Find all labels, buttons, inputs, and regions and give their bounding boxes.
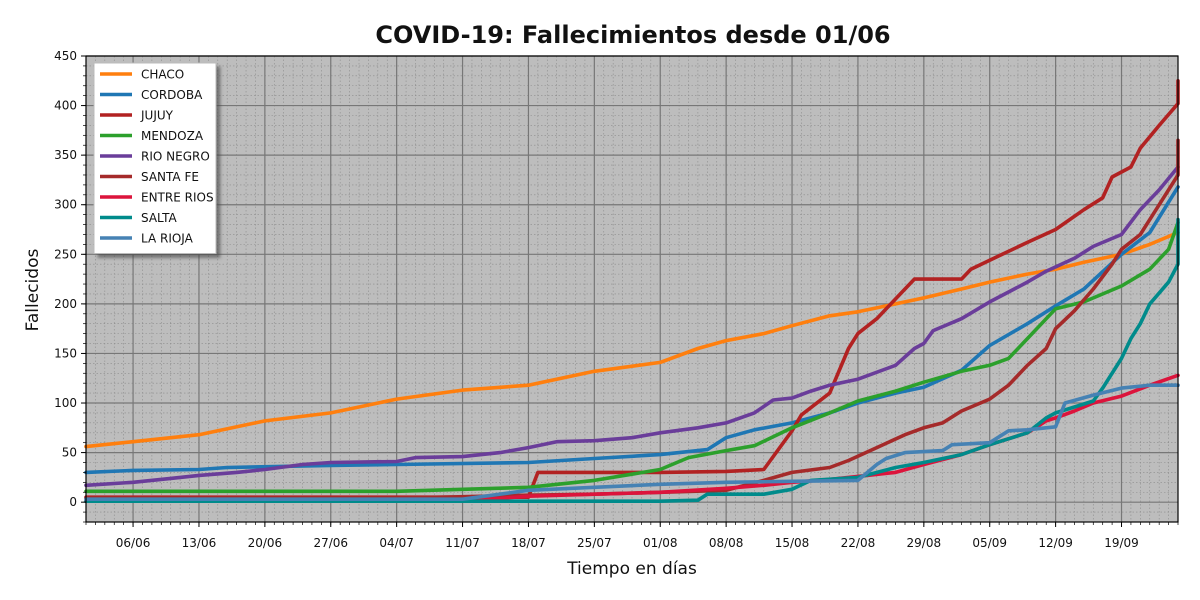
- x-tick-label: 13/06: [182, 536, 217, 550]
- x-tick-label: 29/08: [907, 536, 942, 550]
- legend-label: MENDOZA: [141, 129, 204, 143]
- series-line-mendoza: [84, 220, 1180, 494]
- legend-label: ENTRE RIOS: [141, 191, 214, 205]
- y-tick-label: 200: [54, 297, 77, 311]
- axis-ticks: 0 50 100 150 200 250 300 350 400 450 06/06 13/06 20/…: [54, 49, 1179, 550]
- series-layer: [84, 79, 1180, 504]
- y-tick-label: 300: [54, 198, 77, 212]
- x-tick-label: 05/09: [972, 536, 1007, 550]
- y-tick-label: 400: [54, 99, 77, 113]
- y-tick-label: 150: [54, 346, 77, 360]
- y-axis-label: Fallecidos: [23, 249, 43, 332]
- legend-label: SANTA FE: [141, 170, 199, 184]
- legend: CHACO CORDOBA JUJUY MENDOZA RIO NEGRO SANTA F…: [93, 62, 217, 254]
- x-tick-label: 12/09: [1038, 536, 1073, 550]
- y-tick-label: 0: [69, 495, 77, 509]
- legend-label: SALTA: [141, 211, 177, 225]
- x-axis-label: Tiempo en días: [566, 559, 697, 579]
- x-tick-label: 20/06: [248, 536, 283, 550]
- series-line-jujuy: [84, 79, 1180, 500]
- x-tick-label: 08/08: [709, 536, 744, 550]
- x-tick-label: 04/07: [379, 536, 414, 550]
- x-tick-label: 25/07: [577, 536, 612, 550]
- series-line-chaco: [84, 230, 1180, 449]
- x-tick-label: 06/06: [116, 536, 151, 550]
- series-line-salta: [84, 217, 1180, 504]
- y-tick-label: 450: [54, 49, 77, 63]
- legend-label: CORDOBA: [141, 88, 203, 102]
- series-line-cordoba: [84, 185, 1180, 475]
- legend-label: JUJUY: [140, 109, 174, 123]
- series-line-la-rioja: [84, 383, 1180, 502]
- major-grid: [86, 55, 1178, 522]
- series-line-entre-rios: [84, 373, 1180, 504]
- y-tick-label: 250: [54, 247, 77, 261]
- x-tick-label: 11/07: [445, 536, 480, 550]
- legend-label: RIO NEGRO: [141, 150, 210, 164]
- series-line-rio-negro: [84, 165, 1180, 488]
- x-tick-label: 18/07: [511, 536, 546, 550]
- y-tick-label: 350: [54, 148, 77, 162]
- x-tick-label: 15/08: [775, 536, 810, 550]
- x-tick-label: 01/08: [643, 536, 678, 550]
- y-tick-label: 100: [54, 396, 77, 410]
- y-tick-label: 50: [62, 446, 77, 460]
- legend-label: LA RIOJA: [141, 232, 194, 246]
- x-tick-label: 19/09: [1104, 536, 1139, 550]
- chart-title: COVID-19: Fallecimientos desde 01/06: [375, 21, 890, 49]
- x-tick-label: 22/08: [841, 536, 876, 550]
- x-tick-label: 27/06: [313, 536, 348, 550]
- legend-label: CHACO: [141, 68, 184, 82]
